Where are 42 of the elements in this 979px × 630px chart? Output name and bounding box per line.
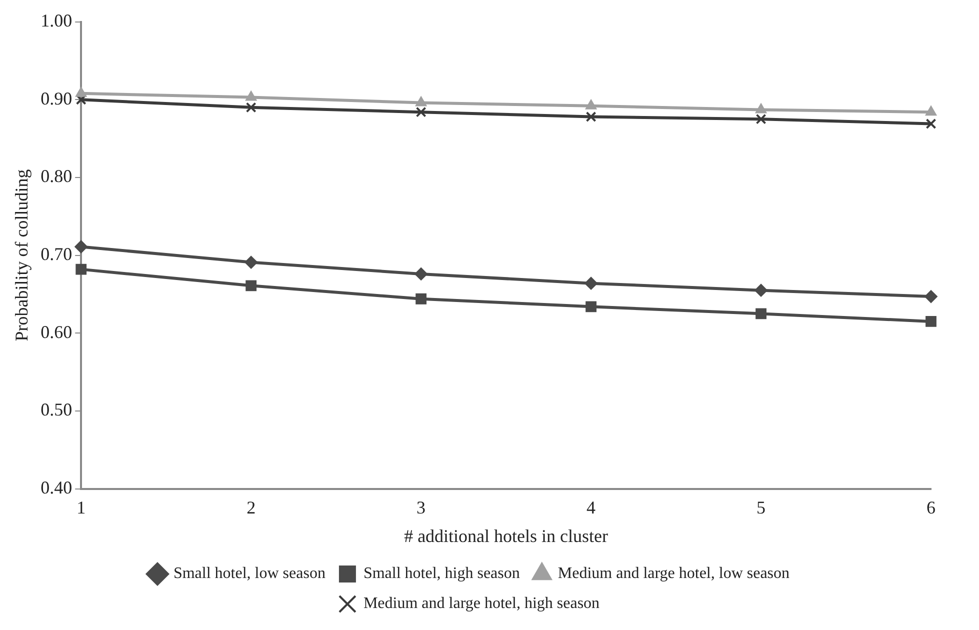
legend-label: Medium and large hotel, high season — [363, 595, 600, 612]
y-tick-label: 0.70 — [40, 244, 72, 264]
point — [586, 301, 596, 312]
legend-label: Medium and large hotel, low season — [558, 565, 790, 582]
y-tick-label: 0.50 — [40, 400, 72, 420]
y-tick-label: 0.40 — [40, 478, 72, 498]
x-axis-title: # additional hotels in cluster — [404, 526, 608, 546]
point — [586, 112, 596, 122]
point — [754, 284, 768, 297]
point — [76, 264, 87, 275]
point — [244, 256, 258, 269]
y-axis-title: Probability of colluding — [12, 169, 32, 342]
point — [416, 293, 427, 304]
point — [246, 102, 256, 113]
y-tick-label: 0.90 — [40, 88, 72, 108]
point — [924, 290, 938, 304]
point — [245, 90, 257, 101]
point — [414, 267, 428, 280]
x-tick-label: 5 — [756, 497, 766, 518]
point — [75, 86, 87, 97]
point — [246, 280, 257, 292]
point — [755, 103, 767, 114]
y-tick-label: 0.80 — [40, 166, 72, 186]
x-tick-label: 1 — [76, 497, 86, 518]
point — [925, 106, 937, 116]
x-tick-label: 4 — [586, 497, 596, 518]
legend-label: Small hotel, low season — [173, 565, 326, 582]
point — [926, 118, 936, 130]
x-tick-label: 3 — [416, 497, 426, 518]
y-tick-label: 1.00 — [40, 10, 72, 31]
x-tick-label: 2 — [246, 497, 256, 518]
point — [585, 99, 597, 110]
point — [756, 114, 766, 124]
legend-label: Small hotel, high season — [363, 565, 520, 582]
point — [415, 96, 427, 106]
point — [926, 316, 936, 327]
y-tick-label: 0.60 — [40, 322, 72, 342]
point — [756, 308, 766, 320]
point — [416, 106, 426, 118]
point — [74, 240, 88, 254]
x-tick-label: 6 — [926, 497, 936, 518]
point — [584, 276, 598, 290]
